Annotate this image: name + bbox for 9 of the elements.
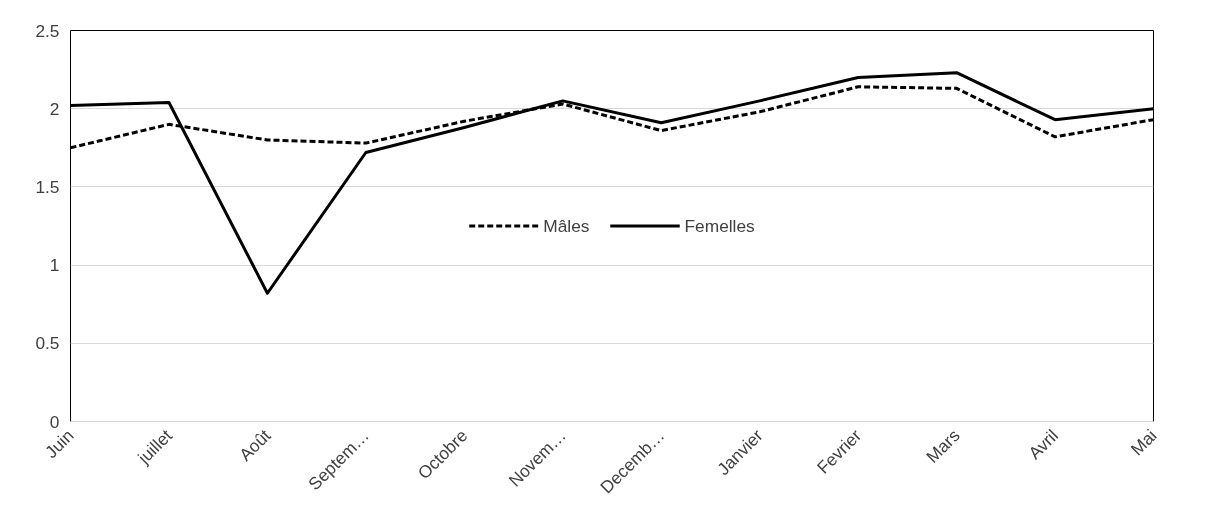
- y-tick-label: 1: [49, 255, 60, 276]
- y-tick-label: 0: [49, 411, 60, 432]
- y-tick-label: 2.5: [35, 20, 60, 41]
- y-tick-label: 2: [49, 98, 60, 119]
- y-tick-label: 1.5: [35, 176, 60, 197]
- legend-label: Femelles: [684, 215, 755, 236]
- y-tick-label: 0.5: [35, 333, 60, 354]
- legend-label: Mâles: [543, 215, 590, 236]
- x-tick-label: Mai: [1126, 425, 1161, 460]
